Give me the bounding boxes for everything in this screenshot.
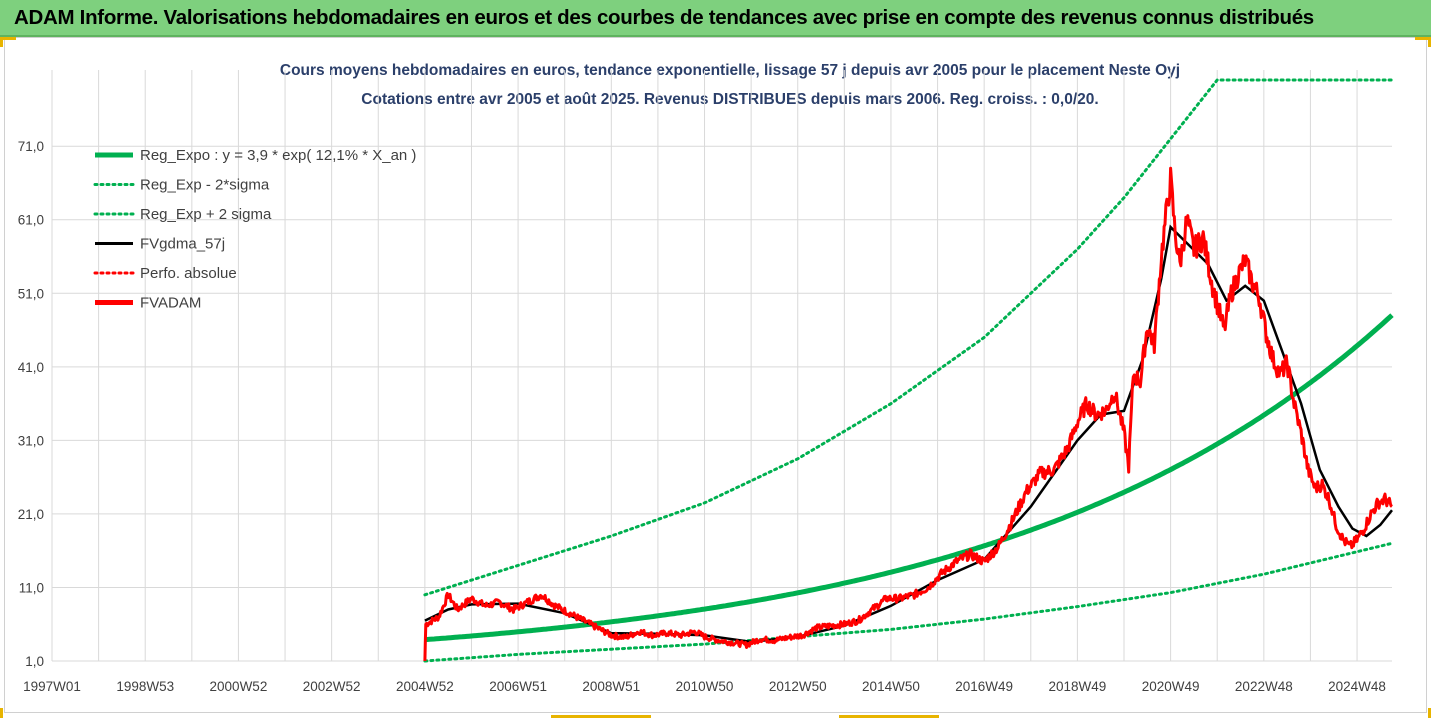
chart-title: Cours moyens hebdomadaires en euros, ten… [280, 62, 1180, 79]
y-tick-label: 41,0 [18, 360, 44, 375]
y-tick-label: 31,0 [18, 433, 44, 448]
y-tick-label: 1,0 [25, 654, 44, 669]
x-tick-label: 2006W51 [489, 679, 547, 694]
y-tick-label: 11,0 [19, 580, 44, 595]
legend-label: Reg_Exp - 2*sigma [140, 177, 270, 194]
x-axis: 1997W01 1998W53 2000W52 2002W52 2004W52 2006W… [23, 679, 1386, 694]
legend: Reg_Expo : y = 3,9 * exp( 12,1% * X_an )… [93, 147, 416, 312]
frame-handle[interactable] [1415, 37, 1431, 40]
report-banner: ADAM Informe. Valorisations hebdomadaire… [0, 0, 1431, 37]
x-tick-label: 2018W49 [1048, 679, 1106, 694]
reg-expo-line [424, 313, 1394, 643]
frame-handle[interactable] [1428, 708, 1431, 718]
x-tick-label: 1998W53 [116, 679, 174, 694]
x-tick-label: 2008W51 [582, 679, 640, 694]
x-tick-label: 2024W48 [1328, 679, 1386, 694]
x-tick-label: 2010W50 [676, 679, 734, 694]
gridlines [51, 70, 1392, 662]
reg-plus-2sigma-line [423, 78, 1394, 597]
x-tick-label: 2022W48 [1235, 679, 1293, 694]
legend-label: Reg_Exp + 2 sigma [140, 206, 272, 223]
fvgdma-57j-line [424, 224, 1393, 644]
frame-handle[interactable] [0, 37, 16, 40]
frame-handle[interactable] [0, 708, 3, 718]
frame-handle[interactable] [839, 715, 939, 718]
x-tick-label: 2004W52 [396, 679, 454, 694]
frame-handle[interactable] [1428, 37, 1431, 47]
chart-subtitle: Cotations entre avr 2005 et août 2025. R… [361, 91, 1098, 108]
legend-label: FVADAM [140, 295, 201, 312]
y-tick-label: 71,0 [18, 139, 44, 154]
frame-handle[interactable] [0, 37, 3, 47]
chart-frame [4, 37, 1427, 713]
x-tick-label: 2000W52 [210, 679, 268, 694]
frame-handle[interactable] [551, 715, 651, 718]
legend-label: Reg_Expo : y = 3,9 * exp( 12,1% * X_an ) [140, 147, 416, 164]
y-tick-label: 61,0 [18, 213, 44, 228]
x-tick-label: 2016W49 [955, 679, 1013, 694]
series-group [423, 78, 1394, 663]
x-tick-label: 2002W52 [303, 679, 361, 694]
report-title: ADAM Informe. Valorisations hebdomadaire… [14, 6, 1314, 29]
x-tick-label: 1997W01 [23, 679, 81, 694]
x-tick-label: 2014W50 [862, 679, 920, 694]
reg-minus-2sigma-line [423, 541, 1394, 663]
legend-label: FVgdma_57j [140, 236, 225, 253]
legend-label: Perfo. absolue [140, 265, 237, 282]
y-tick-label: 51,0 [18, 286, 44, 301]
x-tick-label: 2012W50 [769, 679, 827, 694]
y-axis: 1,0 11,0 21,0 31,0 41,0 51,0 61,0 71,0 [18, 139, 44, 669]
x-tick-label: 2020W49 [1142, 679, 1200, 694]
y-tick-label: 21,0 [18, 507, 44, 522]
fvadam-line [423, 166, 1393, 662]
